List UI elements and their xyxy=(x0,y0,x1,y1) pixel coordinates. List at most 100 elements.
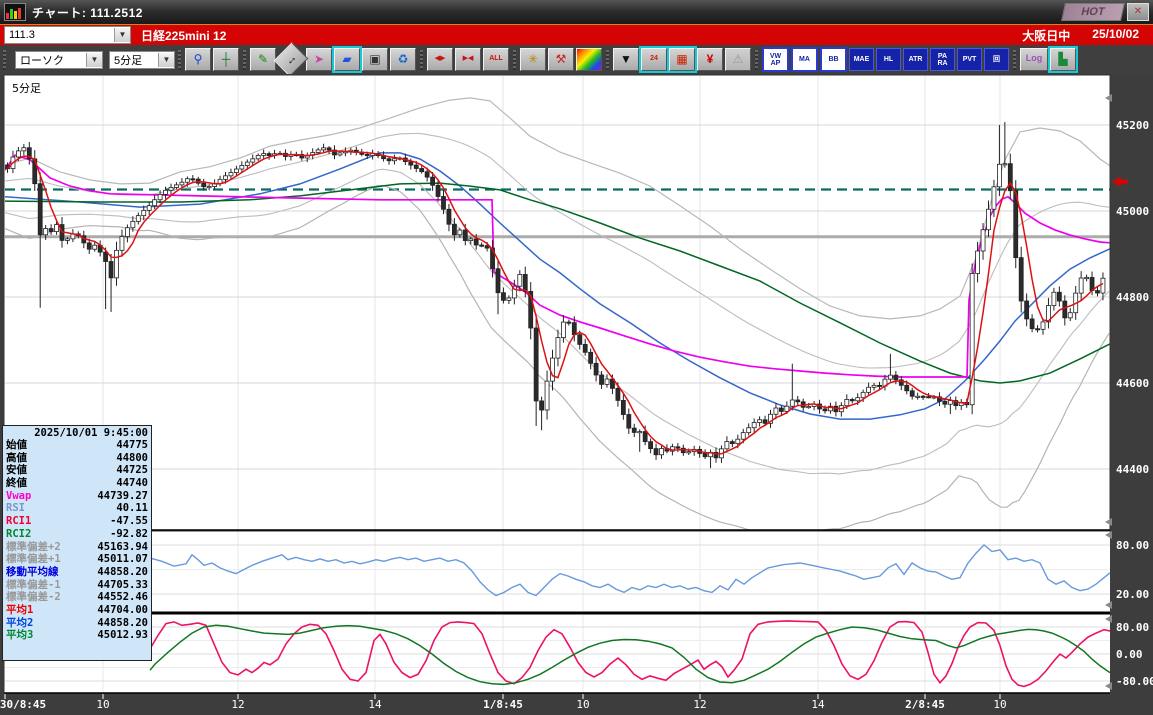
timeframe-combo[interactable]: 5分足 ▼ xyxy=(109,50,175,69)
time-axis-label: 14 xyxy=(811,698,825,711)
grid-settings-icon[interactable]: ┼ xyxy=(213,48,239,71)
bar-shrink-icon[interactable]: ▶◀ xyxy=(455,48,481,71)
layout-button[interactable]: ▙ xyxy=(1048,46,1078,73)
cursor-icon[interactable]: ➤ xyxy=(306,48,332,71)
time-24-icon[interactable]: 24 xyxy=(639,46,669,73)
symbol-bar: 111.3 ▼ 日経225mini 12 大阪日中 25/10/02 xyxy=(0,25,1153,45)
indicator-atr-button[interactable]: ATR xyxy=(903,48,928,71)
toolbar-grip[interactable] xyxy=(513,49,516,70)
data-tooltip-panel: 2025/10/01 9:45:00 始値 44775 高値 44800 安値 44725… xyxy=(2,425,152,661)
toolbar-grip[interactable] xyxy=(606,49,609,70)
app-chart-icon xyxy=(4,3,26,21)
tooltip-row: 平均3 45012.93 xyxy=(6,629,148,642)
bar-expand-icon[interactable]: ◀▶ xyxy=(427,48,453,71)
close-icon[interactable]: ✕ xyxy=(1127,3,1149,21)
symbol-combo[interactable]: 111.3 ▼ xyxy=(4,26,131,44)
rci-axis-label: -80.00 xyxy=(1116,675,1153,688)
pane-timeframe-label: 5分足 xyxy=(12,82,41,95)
indicator-ma-button[interactable]: MA xyxy=(791,47,818,72)
tooltip-row: RSI 40.11 xyxy=(6,502,148,515)
time-axis-label: 10 xyxy=(96,698,110,711)
tooltip-row: 安値 44725 xyxy=(6,464,148,477)
log-button[interactable]: Log xyxy=(1020,48,1048,71)
window-title: チャート: 111.2512 xyxy=(32,5,143,20)
yen-revert-icon[interactable]: ¥ xyxy=(697,48,723,71)
alert-icon[interactable]: ⚠ xyxy=(725,48,751,71)
chevron-down-icon[interactable]: ▼ xyxy=(158,52,174,67)
show-all-icon[interactable]: ALL xyxy=(483,48,509,71)
date-label: 25/10/02 xyxy=(1092,26,1139,41)
rainbow-icon[interactable] xyxy=(576,48,602,71)
time-axis-label: 2/8:45 xyxy=(905,698,945,711)
indicator-para-button[interactable]: PA RA xyxy=(930,48,955,71)
title-bar[interactable]: チャート: 111.2512 HOT ✕ xyxy=(0,0,1153,25)
toolbar-grip[interactable] xyxy=(3,49,6,70)
tooltip-row: 高値 44800 xyxy=(6,451,148,464)
tooltip-row: 終値 44740 xyxy=(6,477,148,490)
time-axis-label: 12 xyxy=(231,698,245,711)
tooltip-row: 標準偏差-1 44705.33 xyxy=(6,578,148,591)
time-axis-label: 30/8:45 xyxy=(0,698,47,711)
plot-background xyxy=(4,75,1110,693)
timeframe-value: 5分足 xyxy=(114,54,143,67)
tooltip-row: 標準偏差+1 45011.07 xyxy=(6,553,148,566)
trash-icon[interactable]: ♻ xyxy=(390,48,416,71)
chevron-down-icon[interactable]: ▼ xyxy=(114,28,130,42)
chart-area[interactable]: 5分足 2025/10/01 9:45:00 始値 44775 高値 44800 安値 4… xyxy=(0,74,1153,715)
price-candle-icon[interactable]: ▦ xyxy=(667,46,697,73)
rsi-axis-label: 80.00 xyxy=(1116,539,1150,552)
price-axis-label: 45000 xyxy=(1116,205,1150,218)
indicator-vwap-button[interactable]: VW AP xyxy=(762,47,789,72)
price-axis-label: 44800 xyxy=(1116,291,1150,304)
instrument-name: 日経225mini 12 xyxy=(141,28,227,43)
chevron-down-icon[interactable]: ▼ xyxy=(86,52,102,67)
tooltip-row: 移動平均線 44858.20 xyxy=(6,565,148,578)
time-axis-label: 12 xyxy=(693,698,707,711)
tooltip-row: RCI2 -92.82 xyxy=(6,527,148,540)
symbol-combo-value: 111.3 xyxy=(9,29,35,41)
tooltip-row: Vwap 44739.27 xyxy=(6,489,148,502)
tooltip-row: 標準偏差-2 44552.46 xyxy=(6,591,148,604)
price-axis-label: 45200 xyxy=(1116,119,1150,132)
rci-axis-label: 0.00 xyxy=(1116,648,1143,661)
toolbar-grip[interactable] xyxy=(243,49,246,70)
toolbar-grip[interactable] xyxy=(178,49,181,70)
toolbar-grip[interactable] xyxy=(420,49,423,70)
zoom-icon[interactable]: ⚲ xyxy=(185,48,211,71)
price-axis-label: 44400 xyxy=(1116,463,1150,476)
time-axis-label: 10 xyxy=(993,698,1007,711)
web-icon[interactable]: ✳ xyxy=(520,48,546,71)
tooltip-row: 標準偏差+2 45163.94 xyxy=(6,540,148,553)
indicator-hl-button[interactable]: HL xyxy=(876,48,901,71)
toolbar-grip[interactable] xyxy=(1013,49,1016,70)
trendline-icon[interactable]: ↔ xyxy=(273,42,309,77)
rci-axis-label: 80.00 xyxy=(1116,621,1150,634)
session-label: 大阪日中 xyxy=(1022,28,1071,43)
candlestick-chart[interactable] xyxy=(0,74,1153,715)
tooltip-row: 平均1 44704.00 xyxy=(6,603,148,616)
indicator-pvt-button[interactable]: PVT xyxy=(957,48,982,71)
rsi-axis-label: 20.00 xyxy=(1116,588,1150,601)
chart-type-value: ローソク xyxy=(20,54,64,67)
toolbar: ローソク ▼ 5分足 ▼ ⚲ ┼ ✎ ↔ ➤ ▰ ▣ ♻ ◀▶ ▶◀ ALL ✳ ⚒ ▼ 24 ▦ ¥ ⚠ VW … xyxy=(0,42,1153,77)
chart-type-combo[interactable]: ローソク ▼ xyxy=(15,50,103,69)
tooltip-datetime: 2025/10/01 9:45:00 xyxy=(34,427,148,439)
eraser-icon[interactable]: ▰ xyxy=(332,46,362,73)
price-axis-label: 44600 xyxy=(1116,377,1150,390)
time-axis-label: 14 xyxy=(368,698,382,711)
indicator-bb-button[interactable]: BB xyxy=(820,47,847,72)
time-axis-label: 1/8:45 xyxy=(483,698,523,711)
copy-icon[interactable]: ▣ xyxy=(362,48,388,71)
tools-icon[interactable]: ⚒ xyxy=(548,48,574,71)
indicator-frame-button[interactable]: 回 xyxy=(984,48,1009,71)
time-axis-label: 10 xyxy=(576,698,590,711)
indicator-mae-button[interactable]: MAE xyxy=(849,48,874,71)
toolbar-grip[interactable] xyxy=(755,49,758,70)
tooltip-row: 始値 44775 xyxy=(6,439,148,451)
pencil-icon[interactable]: ✎ xyxy=(250,48,276,71)
insert-bar-icon[interactable]: ▼ xyxy=(613,48,639,71)
tooltip-row: RCI1 -47.55 xyxy=(6,515,148,528)
tooltip-row: 平均2 44858.20 xyxy=(6,616,148,629)
hot-button[interactable]: HOT xyxy=(1061,3,1125,21)
